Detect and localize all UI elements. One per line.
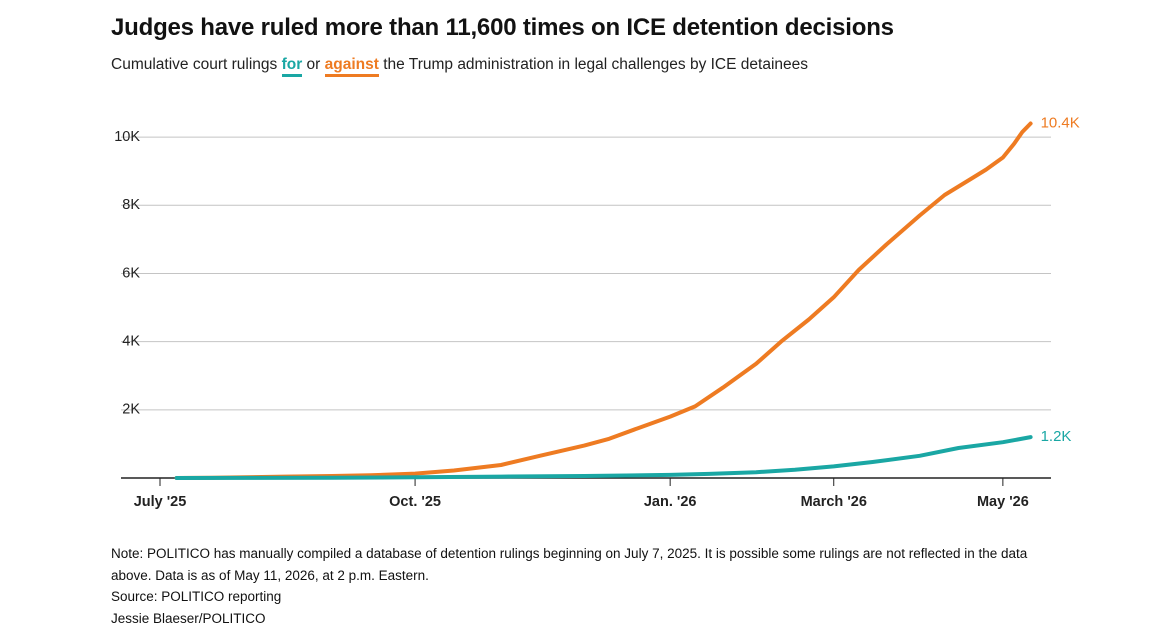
end-label-against: 10.4K: [1041, 114, 1080, 131]
y-axis: 2K 4K 6K 8K 10K: [114, 129, 140, 418]
x-tick-label: Oct. '25: [389, 494, 441, 510]
source-text: Source: POLITICO reporting: [111, 589, 282, 604]
x-tick-label: May '26: [977, 494, 1029, 510]
series-line-for: [174, 435, 1033, 480]
y-tick-label: 2K: [122, 402, 140, 418]
chart-title: Judges have ruled more than 11,600 times…: [111, 14, 894, 41]
line-chart: July '25 Oct. '25 Jan. '26 March '26 May '26…: [114, 114, 1080, 510]
x-tick-label: March '26: [801, 494, 867, 510]
subtitle-or: or: [302, 56, 325, 73]
series-lines: [174, 121, 1033, 480]
y-tick-label: 6K: [122, 265, 140, 281]
subtitle-for-label: for: [281, 56, 303, 77]
subtitle-suffix: the Trump administration in legal challe…: [378, 56, 808, 73]
gridlines: [121, 136, 1051, 411]
x-axis: July '25 Oct. '25 Jan. '26 March '26 May '26: [121, 477, 1051, 510]
y-tick-label: 8K: [122, 197, 140, 213]
credit-text: Jessie Blaeser/POLITICO: [111, 610, 266, 626]
y-tick-label: 10K: [114, 129, 140, 145]
x-tick-label: Jan. '26: [644, 494, 697, 510]
subtitle-against-label: against: [324, 56, 379, 77]
x-tick-label: July '25: [134, 494, 187, 510]
end-label-for: 1.2K: [1041, 428, 1072, 445]
y-tick-label: 4K: [122, 333, 140, 349]
note-text: Note: POLITICO has manually compiled a d…: [111, 546, 1028, 583]
end-labels: 10.4K 1.2K: [1041, 114, 1080, 445]
chart-notes: Note: POLITICO has manually compiled a d…: [111, 543, 1071, 629]
series-line-against: [174, 121, 1033, 480]
chart-subtitle: Cumulative court rulings for or against …: [111, 56, 808, 77]
subtitle-prefix: Cumulative court rulings: [111, 56, 282, 73]
